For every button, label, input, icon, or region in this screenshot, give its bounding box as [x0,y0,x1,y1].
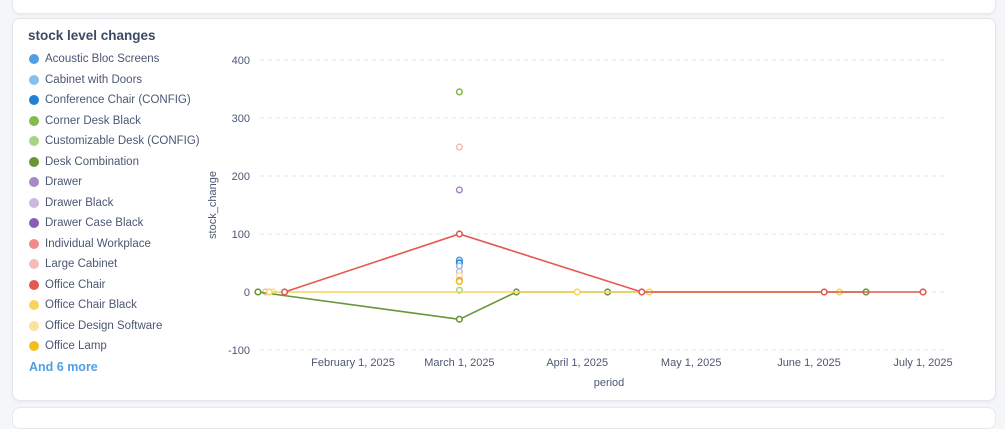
data-point [455,262,464,270]
legend-item[interactable]: Customizable Desk (CONFIG) [29,131,209,152]
series [455,186,464,194]
legend-item[interactable]: Office Design Software [29,316,209,337]
legend-more-link[interactable]: And 6 more [29,359,98,374]
legend-swatch [29,177,39,188]
legend-label: Office Design Software [45,319,163,332]
x-tick-label: July 1, 2025 [893,357,952,369]
x-tick-label: May 1, 2025 [661,357,722,369]
legend-item[interactable]: Drawer Case Black [29,213,209,234]
legend-item[interactable]: Desk Combination [29,152,209,173]
legend-label: Acoustic Bloc Screens [45,53,160,66]
legend-label: Drawer [45,176,83,189]
series-line [284,233,923,293]
y-tick-label: 0 [244,287,250,299]
legend-swatch [29,95,39,106]
legend-swatch [29,54,39,65]
legend-item[interactable]: Large Cabinet [29,254,209,275]
legend-swatch [29,156,39,167]
legend-item[interactable]: Drawer [29,172,209,193]
legend-label: Office Chair [45,278,106,291]
data-point [455,315,464,323]
data-point [455,88,464,96]
data-point [638,288,646,296]
legend-label: Corner Desk Black [45,114,141,127]
data-point [265,288,273,296]
data-point [455,186,464,194]
legend-swatch [29,115,39,126]
data-point [455,143,464,151]
legend-item[interactable]: Office Chair [29,275,209,296]
series [281,230,927,296]
legend-label: Cabinet with Doors [45,73,143,86]
y-tick-label: 200 [232,171,250,183]
x-tick-label: June 1, 2025 [777,357,841,369]
legend-label: Drawer Black [45,196,114,209]
legend-item[interactable]: Drawer Black [29,193,209,214]
legend-swatch [29,218,39,229]
legend-swatch [29,300,39,311]
legend-swatch [29,341,39,352]
legend-item[interactable]: Office Lamp [29,336,209,357]
data-point [919,288,927,296]
y-tick-label: -100 [228,345,250,357]
legend-swatch [29,74,39,85]
next-card [12,407,996,429]
legend-label: Office Chair Black [45,299,137,312]
y-tick-label: 400 [232,55,250,67]
x-tick-label: February 1, 2025 [311,357,395,369]
legend-label: Customizable Desk (CONFIG) [45,135,200,148]
data-point [254,288,262,296]
legend-item[interactable]: Corner Desk Black [29,111,209,132]
legend-swatch [29,259,39,270]
legend-item[interactable]: Office Chair Black [29,295,209,316]
data-point [455,277,464,286]
x-axis-title: period [594,377,625,389]
legend-item[interactable]: Conference Chair (CONFIG) [29,90,209,111]
series [455,88,464,96]
series [262,143,464,296]
legend-label: Conference Chair (CONFIG) [45,94,191,107]
previous-card [12,0,996,14]
y-axis-title: stock_change [207,171,219,239]
data-point [573,288,581,296]
chart-legend: Acoustic Bloc Screens Cabinet with Doors C… [29,49,209,374]
data-point [455,230,464,238]
y-tick-label: 300 [232,113,250,125]
legend-item[interactable]: Cabinet with Doors [29,70,209,91]
series [455,277,464,286]
series [455,262,464,270]
chart-card: stock level changes Acoustic Bloc Screen… [12,18,996,401]
legend-swatch [29,238,39,249]
series [254,288,870,323]
x-tick-label: March 1, 2025 [424,357,494,369]
legend-label: Individual Workplace [45,237,151,250]
legend-swatch [29,279,39,290]
data-point [820,288,828,296]
legend-item[interactable]: Individual Workplace [29,234,209,255]
line-chart: -100 0 100 200 300 400 February 1, 2025 March 1… [207,55,953,389]
legend-label: Desk Combination [45,155,139,168]
legend-swatch [29,320,39,331]
legend-label: Large Cabinet [45,258,118,271]
data-point [281,288,289,296]
card-title[interactable]: stock level changes [28,28,156,43]
legend-swatch [29,197,39,208]
legend-label: Office Lamp [45,340,107,353]
x-tick-label: April 1, 2025 [546,357,608,369]
legend-label: Drawer Case Black [45,217,144,230]
legend-swatch [29,136,39,147]
legend-item[interactable]: Acoustic Bloc Screens [29,49,209,70]
y-tick-label: 100 [232,229,250,241]
series-line [257,291,866,321]
